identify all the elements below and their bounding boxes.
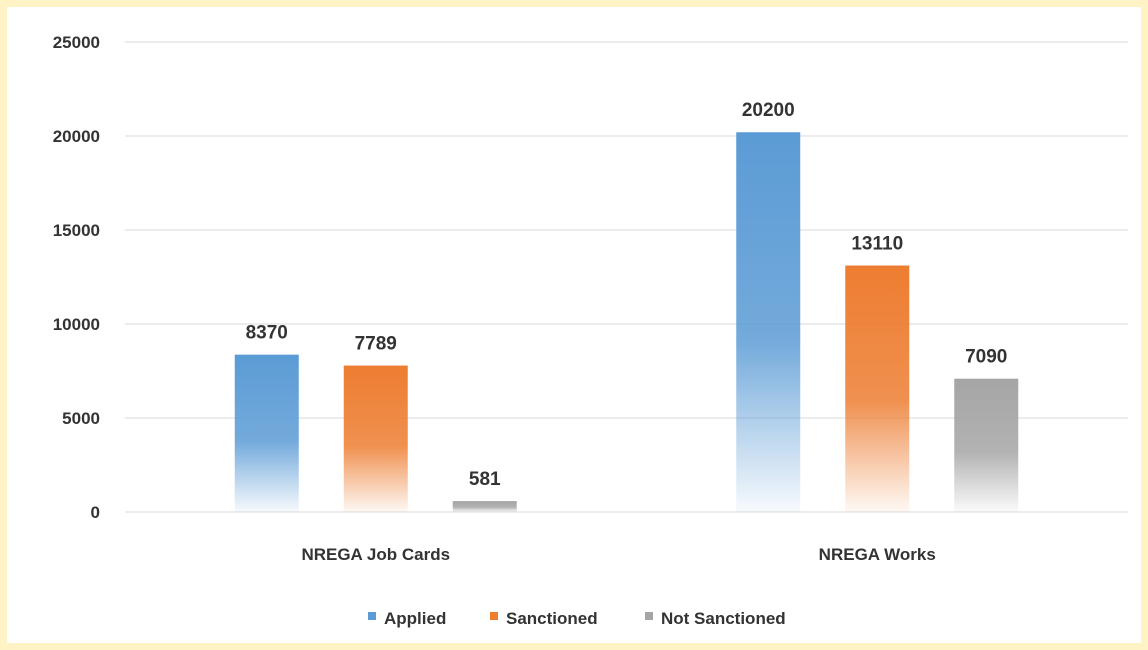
x-category-label: NREGA Job Cards xyxy=(301,545,450,564)
y-tick-label: 5000 xyxy=(62,409,100,428)
legend-swatch xyxy=(368,612,376,620)
bars xyxy=(234,132,1019,513)
bar-not-sanctioned xyxy=(954,378,1019,512)
y-tick-label: 25000 xyxy=(53,33,100,52)
data-label: 13110 xyxy=(851,234,903,255)
y-tick-label: 15000 xyxy=(53,221,100,240)
x-axis: NREGA Job Cards NREGA Works xyxy=(301,545,935,564)
y-axis: 0 5000 10000 15000 20000 25000 xyxy=(53,33,100,522)
legend-label: Sanctioned xyxy=(506,609,598,628)
legend-label: Applied xyxy=(384,609,446,628)
legend-swatch xyxy=(645,612,653,620)
data-label: 20200 xyxy=(742,100,795,121)
data-label: 8370 xyxy=(246,323,288,344)
data-label: 7090 xyxy=(965,347,1007,368)
bar-sanctioned xyxy=(343,365,408,512)
bar-not-sanctioned xyxy=(452,501,517,512)
y-tick-label: 10000 xyxy=(53,315,100,334)
bar-applied xyxy=(234,354,299,512)
legend: Applied Sanctioned Not Sanctioned xyxy=(368,609,786,628)
bar-sanctioned xyxy=(845,265,910,512)
data-label: 581 xyxy=(469,469,501,490)
data-label: 7789 xyxy=(355,334,397,355)
legend-label: Not Sanctioned xyxy=(661,609,786,628)
data-labels: 8370 7789 581 20200 13110 7090 xyxy=(246,100,1008,490)
legend-swatch xyxy=(490,612,498,620)
y-tick-label: 0 xyxy=(91,503,100,522)
y-tick-label: 20000 xyxy=(53,127,100,146)
bar-applied xyxy=(736,132,801,513)
x-category-label: NREGA Works xyxy=(819,545,936,564)
